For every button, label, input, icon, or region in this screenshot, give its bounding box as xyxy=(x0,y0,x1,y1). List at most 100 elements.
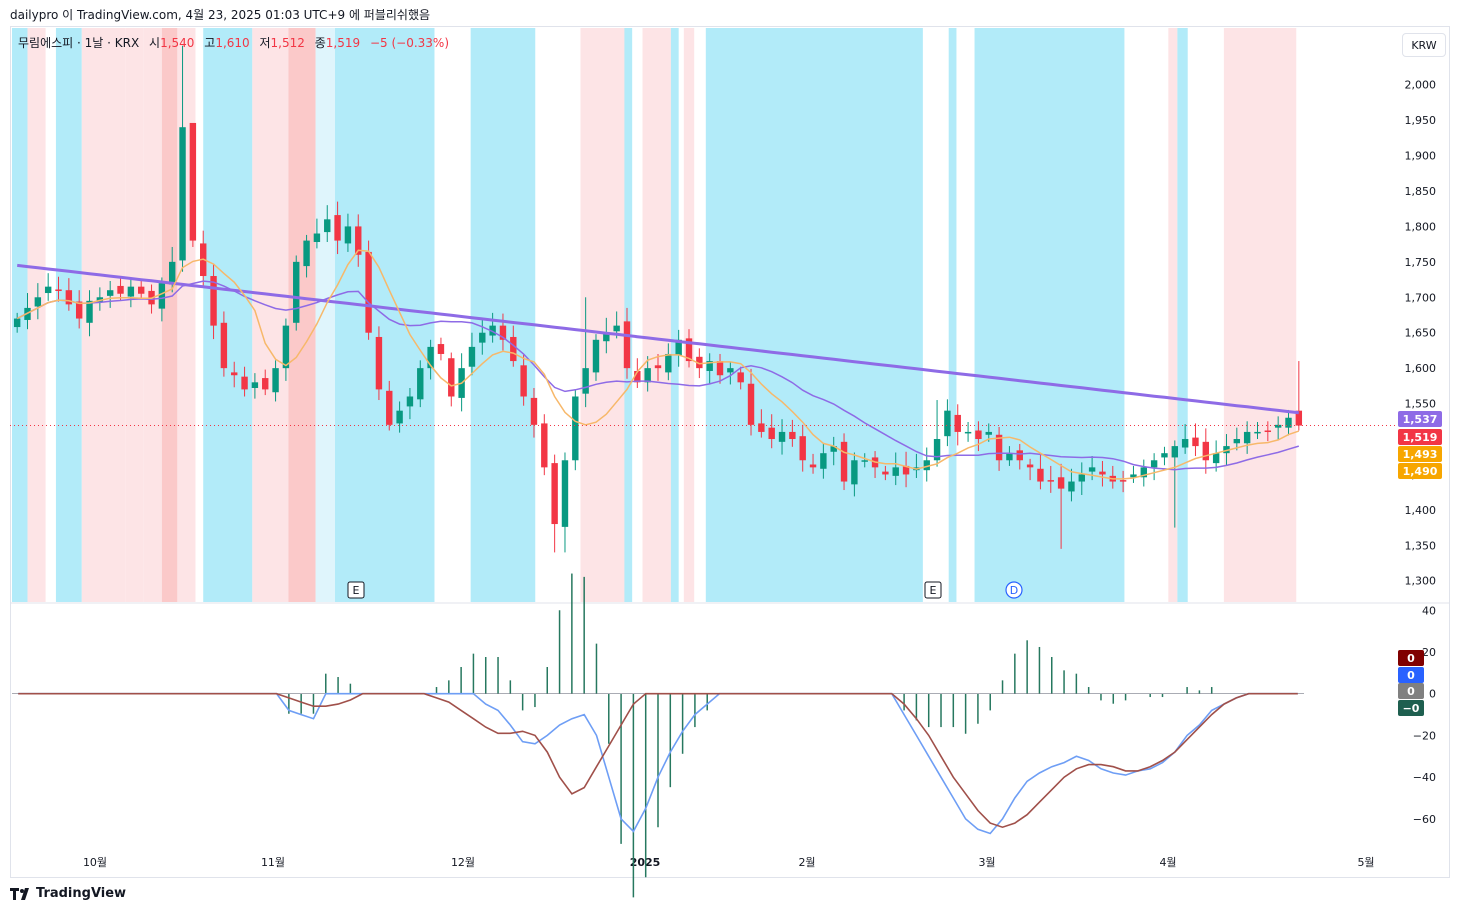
candle[interactable] xyxy=(1223,446,1230,454)
candle[interactable] xyxy=(685,338,693,362)
candle[interactable] xyxy=(344,226,352,244)
candle[interactable] xyxy=(696,356,703,369)
candle[interactable] xyxy=(706,361,713,371)
candle[interactable] xyxy=(851,460,858,485)
candle[interactable] xyxy=(933,439,941,461)
candle[interactable] xyxy=(127,286,135,297)
candle[interactable] xyxy=(406,396,414,407)
candle[interactable] xyxy=(572,396,579,461)
candle[interactable] xyxy=(272,368,279,393)
candle[interactable] xyxy=(365,251,372,333)
candle[interactable] xyxy=(44,286,52,294)
candle[interactable] xyxy=(727,368,734,373)
candle[interactable] xyxy=(1171,446,1179,458)
candle[interactable] xyxy=(1295,410,1303,426)
candle[interactable] xyxy=(758,423,765,432)
candle[interactable] xyxy=(1150,460,1158,468)
candle[interactable] xyxy=(613,325,620,332)
candle[interactable] xyxy=(158,283,166,309)
candle[interactable] xyxy=(75,301,83,319)
candle[interactable] xyxy=(789,431,796,440)
candle[interactable] xyxy=(1119,480,1127,482)
candle[interactable] xyxy=(1130,474,1137,478)
candle[interactable] xyxy=(220,322,228,369)
candle[interactable] xyxy=(541,423,548,468)
candle[interactable] xyxy=(882,471,889,475)
candle[interactable] xyxy=(427,346,434,369)
earnings-marker[interactable] xyxy=(347,581,365,599)
candle[interactable] xyxy=(654,365,662,369)
candle[interactable] xyxy=(355,226,362,255)
candle[interactable] xyxy=(551,463,558,525)
candle[interactable] xyxy=(809,464,817,468)
candle[interactable] xyxy=(324,219,331,233)
candle[interactable] xyxy=(634,370,641,383)
candle[interactable] xyxy=(396,410,403,424)
candle[interactable] xyxy=(448,358,455,397)
candle[interactable] xyxy=(1192,437,1199,447)
candle[interactable] xyxy=(65,290,73,305)
candle[interactable] xyxy=(1274,424,1282,428)
candle[interactable] xyxy=(1006,453,1013,461)
candle[interactable] xyxy=(179,127,186,261)
candle[interactable] xyxy=(55,289,62,291)
dividend-marker[interactable] xyxy=(1005,581,1023,599)
candle[interactable] xyxy=(1243,431,1251,444)
candle[interactable] xyxy=(169,261,176,285)
candle[interactable] xyxy=(499,325,507,340)
candle[interactable] xyxy=(1140,467,1147,478)
candle[interactable] xyxy=(975,430,982,440)
candle[interactable] xyxy=(520,365,527,397)
candle[interactable] xyxy=(737,372,744,383)
candle[interactable] xyxy=(251,382,259,388)
candle[interactable] xyxy=(799,436,806,461)
tradingview-logo[interactable]: TradingView xyxy=(10,886,126,901)
candle[interactable] xyxy=(995,434,1003,461)
earnings-marker[interactable] xyxy=(924,581,942,599)
candle[interactable] xyxy=(468,346,476,367)
candle[interactable] xyxy=(716,361,724,376)
candle[interactable] xyxy=(34,297,42,307)
candle[interactable] xyxy=(189,122,197,241)
candle[interactable] xyxy=(137,286,145,294)
candle[interactable] xyxy=(1264,430,1272,433)
candle[interactable] xyxy=(1088,467,1096,472)
candle[interactable] xyxy=(1161,453,1168,458)
candle[interactable] xyxy=(1037,468,1044,482)
candle[interactable] xyxy=(1181,439,1189,448)
candle[interactable] xyxy=(489,325,496,336)
candle[interactable] xyxy=(1202,441,1210,461)
candle[interactable] xyxy=(437,344,445,354)
candle[interactable] xyxy=(231,372,238,376)
candle[interactable] xyxy=(1254,431,1261,434)
candle[interactable] xyxy=(892,467,899,476)
candle[interactable] xyxy=(902,465,910,475)
candle[interactable] xyxy=(282,325,290,369)
candle[interactable] xyxy=(1212,453,1220,464)
candle[interactable] xyxy=(603,332,610,342)
candle[interactable] xyxy=(954,414,961,432)
candle[interactable] xyxy=(840,441,848,482)
candle[interactable] xyxy=(675,339,682,356)
candle[interactable] xyxy=(778,431,786,442)
candle[interactable] xyxy=(1285,417,1292,428)
candle[interactable] xyxy=(768,427,775,440)
candle[interactable] xyxy=(510,336,517,362)
candle[interactable] xyxy=(1068,481,1075,492)
candle[interactable] xyxy=(13,318,21,328)
candle[interactable] xyxy=(561,460,569,527)
candle[interactable] xyxy=(293,261,300,323)
candle[interactable] xyxy=(1099,471,1106,475)
candle[interactable] xyxy=(623,321,631,369)
candle[interactable] xyxy=(944,410,951,437)
candle[interactable] xyxy=(417,368,424,400)
candle[interactable] xyxy=(1078,474,1085,482)
candle[interactable] xyxy=(582,368,589,394)
candle[interactable] xyxy=(1026,464,1034,468)
candle[interactable] xyxy=(861,460,868,462)
candle[interactable] xyxy=(530,397,538,425)
candle[interactable] xyxy=(964,431,972,434)
candle[interactable] xyxy=(747,383,755,425)
candle[interactable] xyxy=(386,390,393,425)
candle[interactable] xyxy=(117,285,124,294)
